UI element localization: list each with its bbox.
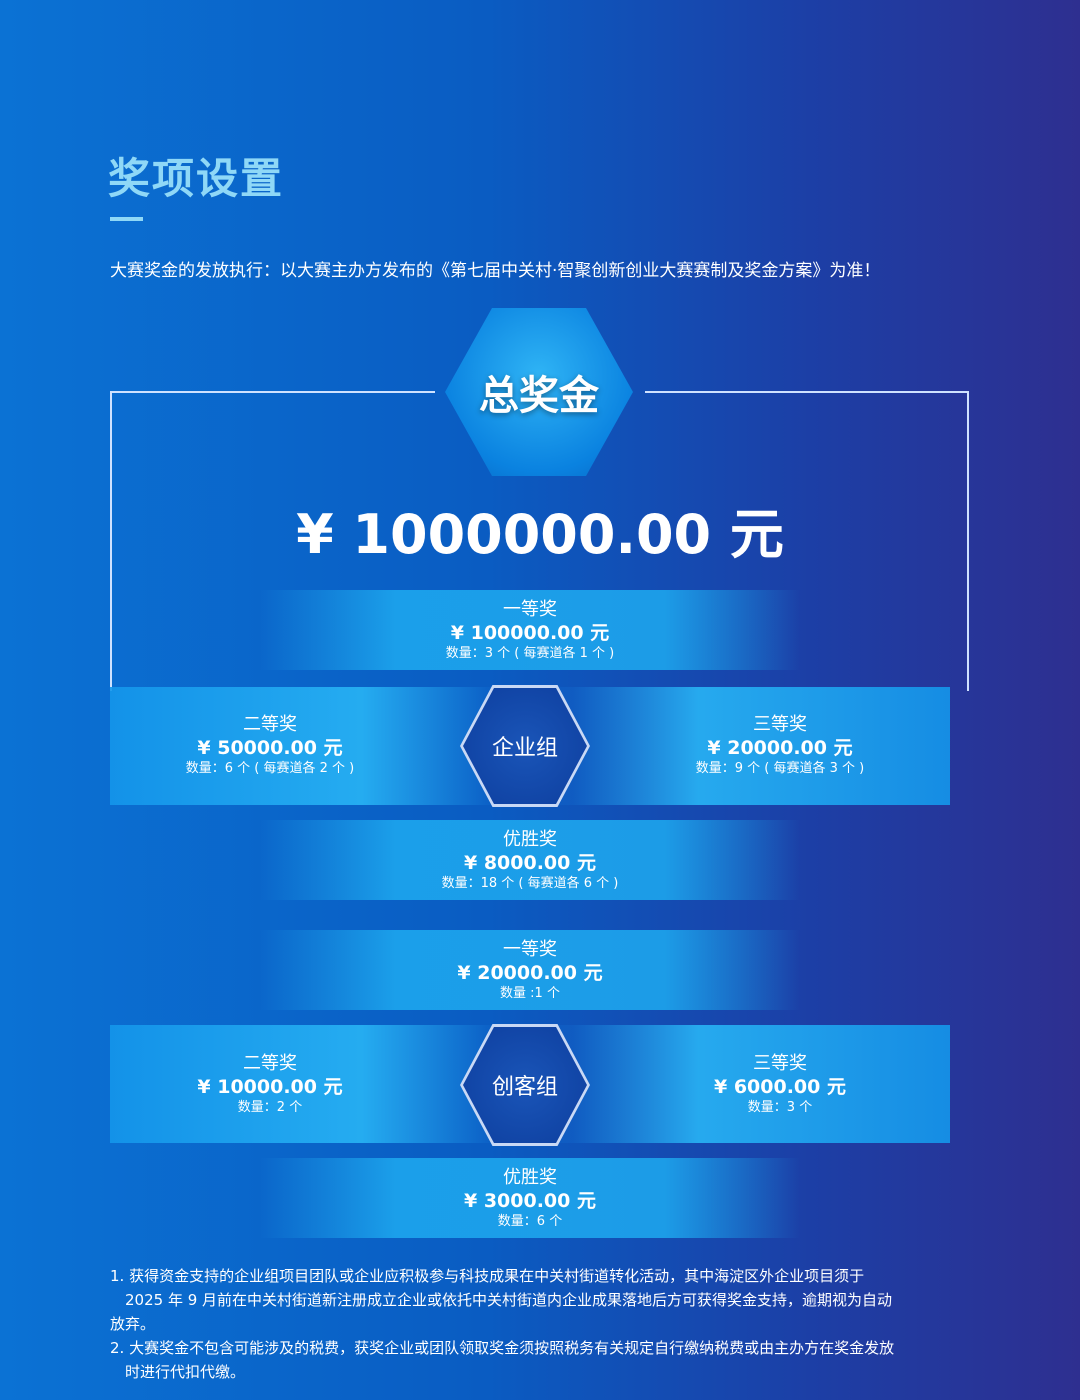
- prize-amount: ¥ 10000.00 元: [197, 1076, 343, 1099]
- enterprise-first-prize: 一等奖 ¥ 100000.00 元 数量：3 个 ( 每赛道各 1 个 ): [260, 590, 800, 670]
- page-title: 奖项设置: [108, 154, 285, 203]
- prize-count: 数量：2 个: [237, 1100, 303, 1116]
- maker-merit-prize: 优胜奖 ¥ 3000.00 元 数量：6 个: [260, 1158, 800, 1238]
- note-1-line1: 1. 获得资金支持的企业组项目团队或企业应积极参与科技成果在中关村街道转化活动，…: [110, 1267, 865, 1285]
- intro-text: 大赛奖金的发放执行：以大赛主办方发布的《第七届中关村·智聚创新创业大赛赛制及奖金…: [110, 261, 881, 281]
- note-1-line3: 放弃。: [110, 1315, 156, 1333]
- maker-second-prize: 二等奖 ¥ 10000.00 元 数量：2 个: [120, 1052, 420, 1117]
- enterprise-third-prize: 三等奖 ¥ 20000.00 元 数量：9 个 ( 每赛道各 3 个 ): [630, 713, 930, 778]
- prize-name: 三等奖: [753, 1053, 807, 1074]
- maker-group-badge: 创客组: [460, 1024, 590, 1146]
- note-1-line2: 2025 年 9 月前在中关村街道新注册成立企业或依托中关村街道内企业成果落地后…: [125, 1291, 893, 1309]
- prize-count: 数量：18 个 ( 每赛道各 6 个 ): [441, 875, 619, 891]
- note-2-line2: 时进行代扣代缴。: [125, 1363, 246, 1381]
- prize-name: 优胜奖: [503, 828, 557, 850]
- enterprise-second-prize: 二等奖 ¥ 50000.00 元 数量：6 个 ( 每赛道各 2 个 ): [120, 713, 420, 778]
- frame-line-right-top: [645, 391, 969, 393]
- prize-amount: ¥ 3000.00 元: [464, 1189, 596, 1212]
- total-prize-badge: 总奖金: [445, 308, 633, 476]
- prize-name: 三等奖: [753, 714, 807, 735]
- frame-line-left: [110, 391, 112, 691]
- prize-count: 数量：3 个: [747, 1100, 813, 1116]
- group-label: 创客组: [463, 1027, 587, 1143]
- prize-name: 一等奖: [503, 598, 557, 620]
- prize-count: 数量：9 个 ( 每赛道各 3 个 ): [695, 761, 865, 777]
- prize-amount: ¥ 6000.00 元: [714, 1076, 846, 1099]
- prize-amount: ¥ 8000.00 元: [464, 851, 596, 874]
- prize-name: 优胜奖: [503, 1166, 557, 1188]
- note-2-line1: 2. 大赛奖金不包含可能涉及的税费，获奖企业或团队领取奖金须按照税务有关规定自行…: [110, 1339, 895, 1357]
- prize-name: 一等奖: [503, 938, 557, 960]
- prize-amount: ¥ 100000.00 元: [450, 621, 610, 644]
- prize-count: 数量：6 个 ( 每赛道各 2 个 ): [185, 761, 355, 777]
- prize-name: 二等奖: [243, 714, 297, 735]
- prize-count: 数量：6 个: [497, 1213, 563, 1229]
- total-prize-amount: ¥ 1000000.00 元: [296, 503, 784, 566]
- notes: 1. 获得资金支持的企业组项目团队或企业应积极参与科技成果在中关村街道转化活动，…: [110, 1264, 980, 1384]
- frame-line-right: [967, 391, 969, 691]
- prize-amount: ¥ 20000.00 元: [457, 961, 603, 984]
- prize-amount: ¥ 20000.00 元: [707, 737, 853, 760]
- enterprise-merit-prize: 优胜奖 ¥ 8000.00 元 数量：18 个 ( 每赛道各 6 个 ): [260, 820, 800, 900]
- prize-name: 二等奖: [243, 1053, 297, 1074]
- maker-third-prize: 三等奖 ¥ 6000.00 元 数量：3 个: [630, 1052, 930, 1117]
- prize-count: 数量 :1 个: [500, 985, 560, 1001]
- prize-count: 数量：3 个 ( 每赛道各 1 个 ): [445, 645, 615, 661]
- title-underline: [110, 217, 143, 221]
- prize-amount: ¥ 50000.00 元: [197, 737, 343, 760]
- frame-line-left-top: [110, 391, 435, 393]
- maker-first-prize: 一等奖 ¥ 20000.00 元 数量 :1 个: [260, 930, 800, 1010]
